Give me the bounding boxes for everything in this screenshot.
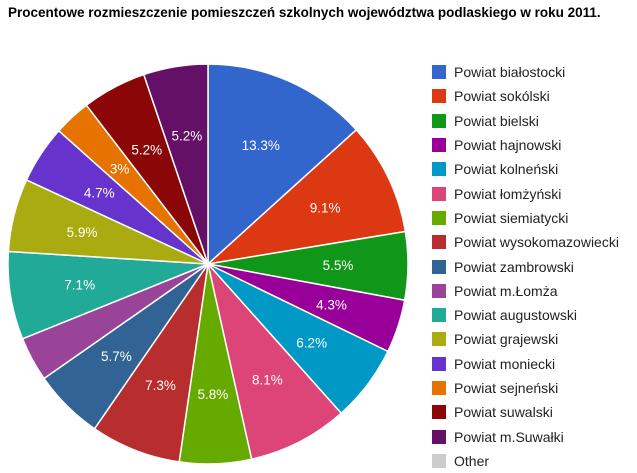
legend-item[interactable]: Powiat zambrowski [432, 254, 619, 278]
pie-slice[interactable] [142, 63, 209, 265]
legend-swatch [432, 308, 446, 323]
chart-title: Procentowe rozmieszczenie pomieszczeń sz… [8, 5, 601, 20]
legend-label: Powiat łomżyński [454, 185, 562, 202]
legend-item[interactable]: Powiat augustowski [432, 303, 619, 327]
legend-swatch [432, 113, 446, 128]
legend-swatch [432, 138, 446, 153]
legend-label: Powiat kolneński [454, 161, 559, 178]
legend-label: Powiat bielski [454, 112, 539, 129]
slice-label: 6.2% [296, 335, 327, 350]
legend-swatch [432, 405, 446, 420]
slice-label: 4.3% [316, 298, 347, 313]
legend-item[interactable]: Powiat sokólski [432, 84, 619, 108]
legend-label: Powiat wysokomazowiecki [454, 234, 619, 251]
slice-label: 9.1% [310, 201, 341, 216]
slice-label: 8.1% [252, 373, 283, 388]
legend-swatch [432, 259, 446, 274]
pie-slice[interactable] [207, 63, 358, 266]
slice-label: 4.7% [84, 186, 115, 201]
slice-label: 5.8% [198, 387, 229, 402]
legend-item[interactable]: Powiat hajnowski [432, 133, 619, 157]
legend-item[interactable]: Powiat bielski [432, 109, 619, 133]
legend-item[interactable]: Powiat kolneński [432, 157, 619, 181]
legend-label: Powiat suwalski [454, 404, 553, 421]
legend-item[interactable]: Powiat grajewski [432, 327, 619, 351]
legend-label: Powiat augustowski [454, 307, 577, 324]
legend-label: Powiat sokólski [454, 88, 550, 105]
legend-label: Powiat hajnowski [454, 137, 562, 154]
legend-label: Powiat siemiatycki [454, 209, 569, 226]
slice-label: 13.3% [242, 138, 280, 153]
legend-label: Powiat sejneński [454, 380, 559, 396]
legend-swatch [432, 429, 446, 444]
legend-item[interactable]: Other [432, 449, 619, 473]
legend-swatch [432, 453, 446, 468]
legend-swatch [432, 332, 446, 347]
legend-label: Powiat zambrowski [454, 258, 574, 275]
legend-item[interactable]: Powiat moniecki [432, 352, 619, 376]
legend-label: Powiat moniecki [454, 355, 556, 372]
slice-label: 3% [110, 162, 130, 177]
slice-label: 5.2% [131, 142, 162, 157]
legend-swatch [432, 283, 446, 298]
legend-swatch [432, 235, 446, 250]
slice-label: 5.7% [101, 349, 132, 364]
legend-item[interactable]: Powiat suwalski [432, 400, 619, 424]
legend-item[interactable]: Powiat łomżyński [432, 181, 619, 205]
legend-label: Powiat m.Łomża [454, 282, 558, 299]
slice-label: 5.9% [67, 225, 98, 240]
legend-swatch [432, 356, 446, 371]
legend-swatch [432, 210, 446, 225]
legend-item[interactable]: Powiat m.Łomża [432, 279, 619, 303]
legend-item[interactable]: Powiat białostocki [432, 60, 619, 84]
legend-item[interactable]: Powiat wysokomazowiecki [432, 230, 619, 254]
legend-swatch [432, 381, 446, 395]
slice-label: 5.2% [172, 129, 203, 144]
slice-label: 5.5% [323, 258, 354, 273]
legend-label: Powiat grajewski [454, 331, 559, 348]
legend-item[interactable]: Powiat sejneński [432, 376, 619, 400]
legend: Powiat białostocki Powiat sokólski Powiat … [432, 60, 619, 473]
legend-label: Other [454, 452, 490, 469]
legend-swatch [432, 162, 446, 177]
legend-swatch [432, 186, 446, 201]
pie-slice[interactable] [205, 128, 407, 266]
legend-item[interactable]: Powiat m.Suwałki [432, 424, 619, 448]
legend-swatch [432, 89, 446, 104]
legend-label: Powiat m.Suwałki [454, 428, 564, 445]
legend-item[interactable]: Powiat siemiatycki [432, 206, 619, 230]
legend-swatch [432, 65, 446, 80]
slice-label: 7.1% [64, 278, 95, 293]
legend-label: Powiat białostocki [454, 64, 566, 81]
slice-label: 7.3% [145, 378, 176, 393]
